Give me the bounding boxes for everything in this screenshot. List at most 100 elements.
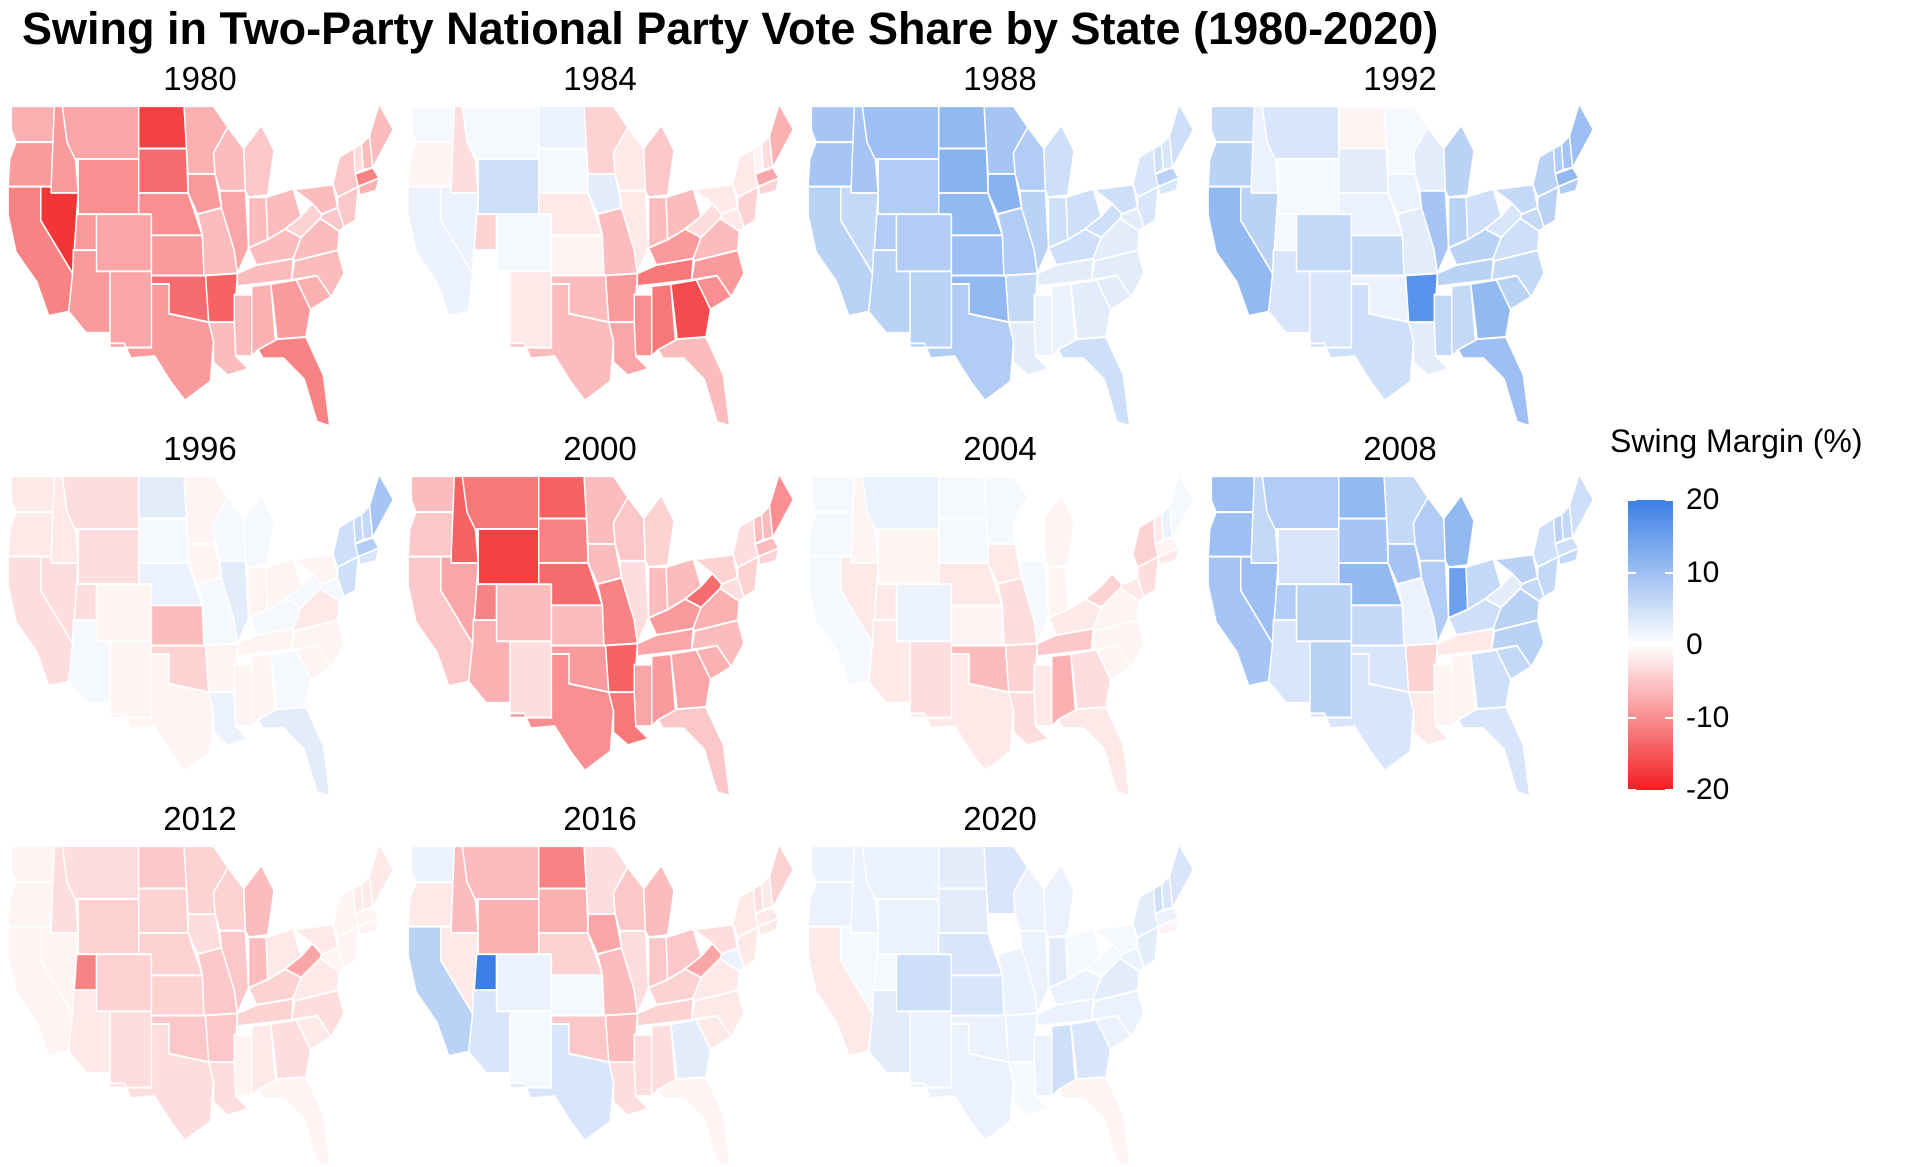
us-state-map bbox=[807, 472, 1195, 798]
state-co bbox=[95, 213, 153, 273]
state-nj bbox=[1136, 185, 1160, 229]
state-or bbox=[407, 511, 456, 558]
state-tx bbox=[1309, 283, 1415, 402]
state-ct bbox=[1157, 176, 1181, 197]
state-or bbox=[7, 141, 56, 188]
state-wy bbox=[477, 158, 540, 216]
state-nj bbox=[1536, 185, 1560, 229]
legend-tick-label: 0 bbox=[1686, 628, 1703, 661]
state-ar bbox=[603, 642, 639, 694]
state-co bbox=[95, 953, 153, 1013]
legend-tick-mark bbox=[1665, 789, 1673, 791]
state-me bbox=[1168, 102, 1195, 170]
map-panel-2004: 2004 bbox=[800, 427, 1200, 798]
state-ct bbox=[357, 176, 381, 197]
state-tx bbox=[909, 283, 1015, 402]
state-fl bbox=[656, 1076, 731, 1167]
state-tx bbox=[909, 1023, 1015, 1142]
state-ct bbox=[357, 916, 381, 937]
state-mi bbox=[243, 863, 275, 939]
state-ks bbox=[950, 604, 1005, 647]
state-mi bbox=[1043, 863, 1075, 939]
state-or bbox=[807, 881, 856, 928]
state-sd bbox=[537, 887, 589, 934]
us-state-map bbox=[1207, 102, 1595, 428]
state-md bbox=[1119, 206, 1145, 233]
state-co bbox=[95, 583, 153, 643]
state-ar bbox=[1403, 642, 1439, 694]
state-or bbox=[1207, 141, 1256, 188]
state-me bbox=[1568, 472, 1595, 540]
state-ct bbox=[757, 176, 781, 197]
state-wy bbox=[1277, 528, 1340, 586]
state-ms bbox=[233, 293, 253, 358]
state-mi bbox=[1043, 493, 1075, 569]
state-wa bbox=[10, 845, 56, 884]
state-ms bbox=[233, 663, 253, 728]
state-nd bbox=[537, 845, 588, 890]
panel-year-label: 2000 bbox=[563, 430, 637, 467]
panel-year-label: 2020 bbox=[963, 800, 1037, 837]
us-state-map bbox=[7, 472, 395, 798]
us-state-map bbox=[807, 102, 1195, 428]
panel-year-label: 1984 bbox=[563, 60, 637, 97]
state-tn bbox=[1036, 997, 1094, 1028]
state-co bbox=[895, 213, 953, 273]
state-wa bbox=[1210, 475, 1256, 514]
state-mi bbox=[643, 493, 675, 569]
state-sd bbox=[537, 517, 589, 564]
legend-tick-label: -20 bbox=[1686, 773, 1730, 806]
state-or bbox=[807, 511, 856, 558]
state-mt bbox=[461, 475, 540, 531]
state-ct bbox=[1157, 916, 1181, 937]
state-wy bbox=[877, 528, 940, 586]
state-me bbox=[1568, 102, 1595, 170]
state-md bbox=[319, 946, 345, 973]
state-md bbox=[319, 576, 345, 603]
state-tx bbox=[509, 653, 615, 772]
us-state-map bbox=[407, 842, 795, 1167]
state-fl bbox=[1456, 336, 1531, 428]
state-nd bbox=[137, 105, 188, 150]
state-wy bbox=[77, 528, 140, 586]
panel-year-label: 1992 bbox=[1363, 60, 1437, 97]
state-wa bbox=[810, 845, 856, 884]
state-nd bbox=[1337, 105, 1388, 150]
state-nd bbox=[937, 475, 988, 520]
legend: Swing Margin (%) 20 10 0 -10 -20 bbox=[1610, 420, 1910, 820]
state-co bbox=[1295, 213, 1353, 273]
state-fl bbox=[656, 706, 731, 798]
state-mt bbox=[61, 105, 140, 161]
map-panel-1996: 1996 bbox=[0, 427, 400, 798]
state-ks bbox=[1350, 234, 1405, 277]
state-sd bbox=[137, 147, 189, 194]
us-state-map bbox=[1207, 472, 1595, 798]
state-md bbox=[1119, 946, 1145, 973]
state-tn bbox=[1436, 627, 1494, 658]
state-md bbox=[1519, 206, 1545, 233]
legend-tick-mark bbox=[1628, 789, 1636, 791]
state-mi bbox=[243, 493, 275, 569]
state-nj bbox=[1136, 925, 1160, 969]
state-fl bbox=[1056, 336, 1131, 428]
state-tn bbox=[1036, 257, 1094, 288]
state-co bbox=[495, 953, 553, 1013]
map-panel-2020: 2020 bbox=[800, 797, 1200, 1167]
state-sd bbox=[937, 517, 989, 564]
state-md bbox=[1519, 576, 1545, 603]
state-md bbox=[1119, 576, 1145, 603]
state-mi bbox=[643, 123, 675, 199]
state-sd bbox=[1337, 147, 1389, 194]
state-ct bbox=[757, 546, 781, 567]
state-ar bbox=[603, 272, 639, 324]
state-nd bbox=[1337, 475, 1388, 520]
state-ks bbox=[550, 234, 605, 277]
state-nd bbox=[937, 105, 988, 150]
state-nj bbox=[1136, 555, 1160, 599]
state-tx bbox=[1309, 653, 1415, 772]
state-tn bbox=[636, 257, 694, 288]
state-fl bbox=[1056, 1076, 1131, 1167]
panel-year-label: 1980 bbox=[163, 60, 237, 97]
panel-year-label: 1996 bbox=[163, 430, 237, 467]
legend-tick-mark bbox=[1628, 571, 1636, 574]
